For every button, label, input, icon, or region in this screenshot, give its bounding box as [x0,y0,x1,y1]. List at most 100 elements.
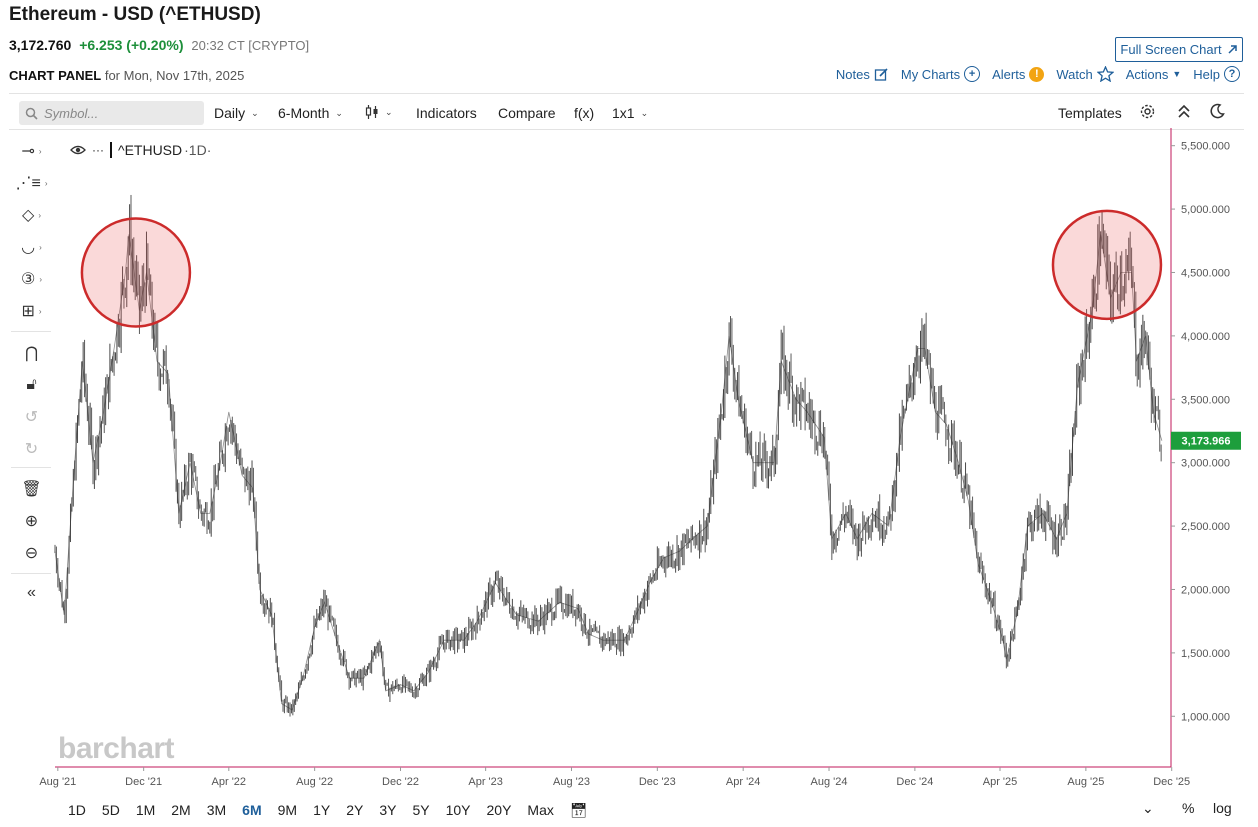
indicators-label: Indicators [416,105,477,121]
tool-lines[interactable]: ⋰≡ › [9,169,54,197]
templates-button[interactable]: Templates [1058,105,1122,121]
notes-label: Notes [835,66,870,82]
compare-button[interactable]: Compare [498,105,556,121]
range-3m[interactable]: 3M [206,802,227,818]
scroll-end-button[interactable]: ⌄ [1142,800,1154,817]
watch-link[interactable]: Watch [1056,66,1114,82]
unlock-icon: 🔓︎ [26,376,37,393]
period-dropdown[interactable]: 6-Month ⌄ [278,105,343,121]
plus-circle-icon: + [964,66,981,82]
tool-magnet[interactable]: ⋂ [9,339,54,367]
undo-button[interactable]: ↺ [9,403,54,431]
layout-dropdown[interactable]: 1x1 ⌄ [612,105,648,121]
period-label: 6-Month [278,105,330,121]
search-icon [25,107,38,120]
x-tick-label: Dec '24 [896,776,933,788]
collapse-button[interactable] [1177,103,1191,119]
chart-type-dropdown[interactable]: ⌄ [365,105,393,119]
quote-time: 20:32 CT [CRYPTO] [191,38,310,53]
eye-icon [70,145,86,155]
tool-measure[interactable]: ⊞ › [9,297,54,325]
redo-icon: ↻ [24,441,39,458]
actions-menu[interactable]: Actions ▼ [1126,67,1182,82]
range-1y[interactable]: 1Y [313,802,331,818]
trash-icon: 🗑︎ [21,481,42,498]
y-tick-label: 1,500.000 [1181,648,1230,660]
settings-button[interactable] [1139,103,1156,120]
divider [11,467,51,468]
measure-icon: ⊞ [21,303,35,320]
range-2m[interactable]: 2M [171,802,191,818]
x-tick-label: Apr '24 [726,776,761,788]
y-tick-label: 4,500.000 [1181,267,1230,279]
chart-toolbar: Symbol... Daily ⌄ 6-Month ⌄ ⌄ Indicators C… [9,93,1244,130]
range-6m[interactable]: 6M [242,802,262,818]
my-charts-link[interactable]: My Charts + [901,66,981,82]
candlestick-icon [365,105,378,119]
watch-label: Watch [1056,66,1093,82]
range-2y[interactable]: 2Y [346,802,364,818]
percent-toggle[interactable]: % [1182,800,1195,816]
x-tick-label: Aug '21 [39,776,76,788]
fx-button[interactable]: f(x) [574,105,594,121]
tool-crosshair[interactable]: ⊸ › [9,137,54,165]
range-9m[interactable]: 9M [277,802,298,818]
y-tick-label: 4,000.000 [1181,331,1230,343]
chevron-right-icon: › [38,306,42,316]
more-dots-icon[interactable]: ··· [92,143,104,157]
range-20y[interactable]: 20Y [486,802,512,818]
notes-link[interactable]: Notes [836,67,889,82]
collapse-tools-button[interactable]: « [9,579,54,607]
chevron-right-icon: › [39,242,42,252]
theme-toggle[interactable] [1209,103,1225,119]
range-5d[interactable]: 5D [101,802,120,818]
star-icon [1096,66,1114,82]
tool-counter[interactable]: ③ › [9,265,54,293]
panel-date: for Mon, Nov 17th, 2025 [104,68,245,83]
x-tick-label: Aug '23 [553,776,590,788]
divider [11,573,51,574]
help-link[interactable]: Help ? [1193,66,1240,82]
chevron-right-icon: › [38,146,42,156]
indicators-button[interactable]: Indicators [416,105,477,121]
log-toggle[interactable]: log [1213,800,1232,816]
zoom-in-button[interactable]: ⊕ [9,507,54,535]
x-tick-label: Apr '25 [983,776,1018,788]
interval-dropdown[interactable]: Daily ⌄ [214,105,259,121]
y-tick-label: 1,000.000 [1181,711,1230,723]
chevron-double-up-icon [1178,104,1190,118]
symbol-search-input[interactable]: Symbol... [19,101,204,125]
last-price-tag [1171,431,1241,450]
calendar-icon[interactable]: 📅︎ [569,801,588,818]
x-tick-label: Aug '22 [296,776,333,788]
range-5y[interactable]: 5Y [412,802,430,818]
full-screen-label: Full Screen Chart [1120,42,1222,57]
barchart-watermark: barchart [58,732,175,765]
range-1d[interactable]: 1D [68,802,86,818]
redo-button[interactable]: ↻ [9,435,54,463]
x-tick-label: Apr '23 [468,776,503,788]
undo-icon: ↺ [24,409,39,426]
range-3y[interactable]: 3Y [379,802,397,818]
range-10y[interactable]: 10Y [445,802,471,818]
shape-node-icon: ◇ [22,207,35,224]
tool-curves[interactable]: ◡ › [9,233,54,261]
chevron-right-icon: › [39,274,42,284]
delete-button[interactable]: 🗑︎ [9,475,54,503]
alert-badge-icon: ! [1029,66,1045,82]
series-symbol: ^ETHUSD [118,142,183,158]
y-tick-label: 3,500.000 [1181,394,1230,406]
interval-label: Daily [214,105,246,121]
series-color-swatch [110,142,112,158]
tool-lock[interactable]: 🔓︎ [9,371,54,399]
range-max[interactable]: Max [527,802,554,818]
zoom-out-button[interactable]: ⊖ [9,539,54,567]
moon-icon [1210,103,1225,119]
tool-shapes[interactable]: ◇ › [9,201,54,229]
alerts-link[interactable]: Alerts ! [992,66,1045,82]
expand-arrow-icon [1228,45,1237,54]
range-selector: 1D 5D 1M 2M 3M 6M 9M 1Y 2Y 3Y 5Y 10Y 20Y Max 📅︎ [60,800,596,820]
full-screen-chart-button[interactable]: Full Screen Chart [1115,37,1243,62]
range-1m[interactable]: 1M [135,802,156,818]
